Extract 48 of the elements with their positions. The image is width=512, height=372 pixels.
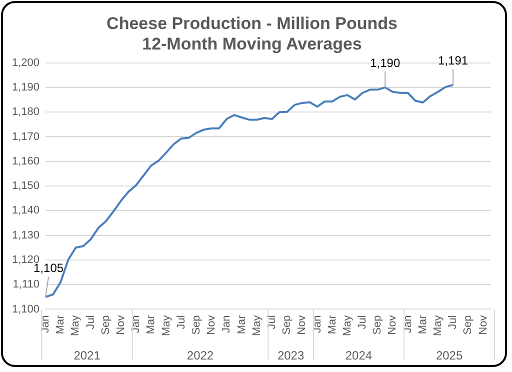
x-tick-label: Jul: [84, 315, 97, 330]
x-tick-label: Jan: [220, 315, 233, 333]
data-label: 1,190: [370, 56, 400, 70]
x-tick-label: Jul: [175, 315, 188, 330]
x-tick-label: Mar: [54, 314, 67, 334]
chart-title: Cheese Production - Million Pounds: [106, 14, 398, 33]
x-tick-label: May: [341, 314, 354, 336]
y-tick-label: 1,180: [12, 106, 40, 118]
y-tick-label: 1,170: [12, 130, 40, 143]
x-tick-label: Nov: [296, 314, 308, 335]
y-tick-label: 1,150: [12, 180, 40, 192]
text: 2024: [345, 348, 372, 362]
y-tick-label: 1,120: [12, 254, 40, 266]
x-tick-label: May: [432, 314, 444, 336]
y-tick-label: 1,160: [12, 155, 40, 168]
y-tick-label: 1,100: [12, 303, 40, 316]
y-tick-label: 1,200: [12, 56, 40, 69]
chart-subtitle: 12-Month Moving Averages: [142, 34, 362, 54]
x-tick-label: Sep: [190, 315, 202, 335]
text: 2021: [74, 348, 101, 362]
x-tick-label: Nov: [206, 314, 218, 335]
x-tick-label: Mar: [145, 314, 158, 334]
text: 2025: [436, 348, 463, 362]
x-tick-label: Mar: [416, 314, 429, 334]
text: 2023: [277, 348, 304, 362]
data-label: 1,191: [438, 53, 468, 68]
x-tick-label: Sep: [372, 315, 384, 335]
x-tick-label: Sep: [100, 315, 112, 335]
x-tick-label: Sep: [462, 315, 474, 335]
x-tick-label: Sep: [281, 315, 294, 335]
y-tick-label: 1,130: [12, 229, 40, 242]
x-tick-label: May: [250, 314, 263, 336]
x-tick-label: May: [160, 314, 172, 336]
x-tick-label: Jan: [311, 315, 324, 333]
x-tick-label: May: [70, 314, 82, 336]
x-tick-label: Mar: [236, 314, 248, 334]
x-tick-label: Nov: [477, 314, 490, 335]
x-tick-label: Nov: [386, 314, 399, 335]
text: 2022: [186, 348, 214, 362]
x-tick-label: Jul: [447, 315, 460, 330]
y-tick-label: 1,140: [12, 204, 40, 217]
y-tick-label: 1,190: [12, 81, 40, 94]
x-tick-label: Nov: [115, 314, 128, 335]
x-tick-label: Mar: [326, 314, 338, 334]
y-tick-label: 1,110: [12, 278, 40, 291]
x-tick-label: Jul: [356, 315, 369, 330]
x-tick-label: Jan: [130, 315, 142, 333]
x-tick-label: Jan: [40, 315, 52, 333]
